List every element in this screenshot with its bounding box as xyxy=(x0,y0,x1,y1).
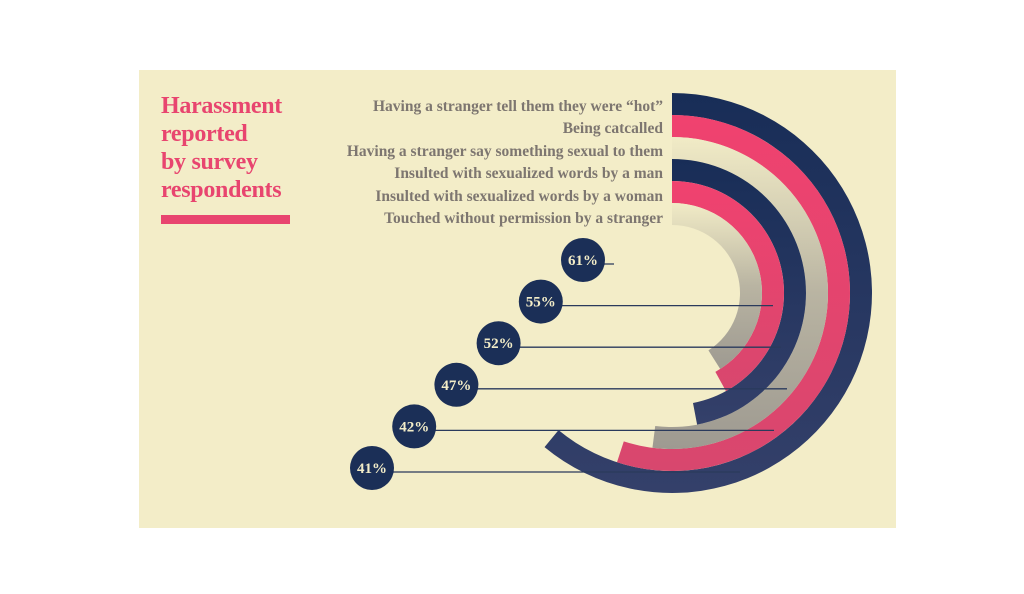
value-label: 61% xyxy=(568,253,598,269)
category-label: Having a stranger tell them they were “h… xyxy=(372,98,663,115)
title-line: by survey xyxy=(161,149,258,175)
arc-bar xyxy=(672,181,785,392)
category-label: Insulted with sexualized words by a woma… xyxy=(375,187,663,205)
value-bubble xyxy=(476,321,521,366)
value-bubble xyxy=(434,362,479,407)
value-bubble xyxy=(350,446,394,490)
title-underline xyxy=(161,215,290,224)
title-line: respondents xyxy=(161,177,282,203)
value-label: 41% xyxy=(357,461,387,477)
arc-bar xyxy=(652,137,828,449)
value-label: 52% xyxy=(484,336,514,352)
value-label: 55% xyxy=(526,295,556,311)
chart-title: Harassment reported by survey respondent… xyxy=(161,92,282,204)
title-line: reported xyxy=(161,121,248,147)
arc-bar xyxy=(544,93,872,493)
arc-bar xyxy=(672,203,763,369)
category-label: Being catcalled xyxy=(562,120,663,138)
category-label: Insulted with sexualized words by a man xyxy=(394,165,663,183)
title-line: Harassment xyxy=(161,93,282,119)
value-label: 47% xyxy=(441,378,471,394)
value-bubble xyxy=(518,279,563,324)
category-label: Having a stranger say something sexual t… xyxy=(346,142,663,160)
category-label: Touched without permission by a stranger xyxy=(384,210,663,228)
arc-bar xyxy=(672,158,806,425)
value-bubble xyxy=(392,404,437,449)
category-labels: Having a stranger tell them they were “h… xyxy=(347,96,663,230)
value-label: 42% xyxy=(399,419,429,435)
value-bubble xyxy=(561,238,605,282)
